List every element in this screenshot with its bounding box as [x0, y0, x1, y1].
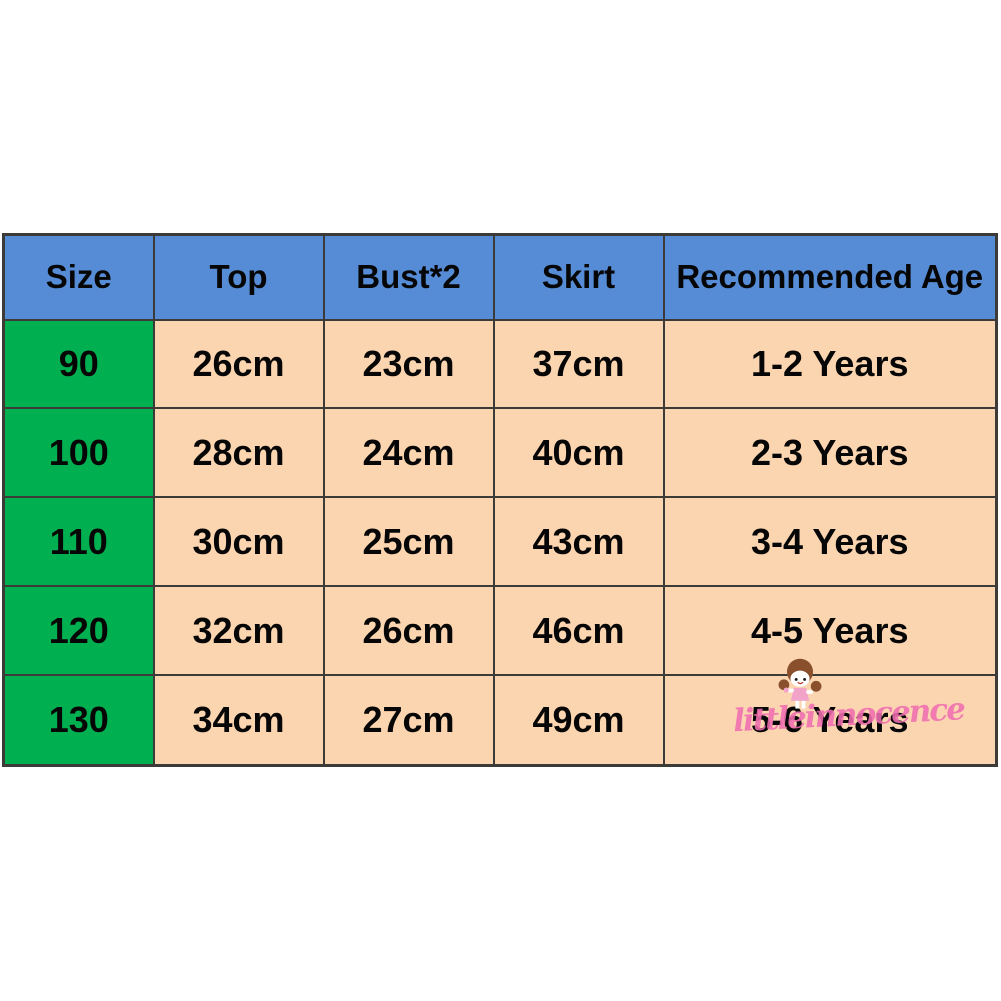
- top-value: 34cm: [152, 674, 325, 767]
- bust-value: 25cm: [322, 496, 495, 588]
- header-bust: Bust*2: [322, 233, 495, 321]
- size-value: 130: [2, 674, 155, 767]
- header-recommended-age: Recommended Age: [662, 233, 998, 321]
- size-value: 100: [2, 407, 155, 499]
- top-value: 32cm: [152, 585, 325, 677]
- skirt-value: 49cm: [492, 674, 665, 767]
- size-value: 120: [2, 585, 155, 677]
- skirt-value: 46cm: [492, 585, 665, 677]
- age-value: 4-5 Years: [662, 585, 998, 677]
- table-row: 120 32cm 26cm 46cm 4-5 Years: [2, 585, 998, 677]
- top-value: 30cm: [152, 496, 325, 588]
- table-row: 110 30cm 25cm 43cm 3-4 Years: [2, 496, 998, 588]
- bust-value: 27cm: [322, 674, 495, 767]
- size-value: 110: [2, 496, 155, 588]
- bust-value: 26cm: [322, 585, 495, 677]
- skirt-value: 37cm: [492, 318, 665, 410]
- top-value: 26cm: [152, 318, 325, 410]
- table-row: 130 34cm 27cm 49cm 5-6 Years: [2, 674, 998, 767]
- age-value: 2-3 Years: [662, 407, 998, 499]
- skirt-value: 40cm: [492, 407, 665, 499]
- bust-value: 24cm: [322, 407, 495, 499]
- size-value: 90: [2, 318, 155, 410]
- skirt-value: 43cm: [492, 496, 665, 588]
- age-value: 1-2 Years: [662, 318, 998, 410]
- top-value: 28cm: [152, 407, 325, 499]
- header-row: Size Top Bust*2 Skirt Recommended Age: [2, 233, 998, 321]
- header-top: Top: [152, 233, 325, 321]
- bust-value: 23cm: [322, 318, 495, 410]
- header-size: Size: [2, 233, 155, 321]
- age-value: 5-6 Years: [662, 674, 998, 767]
- size-chart-table: Size Top Bust*2 Skirt Recommended Age 90…: [2, 233, 998, 767]
- table-row: 90 26cm 23cm 37cm 1-2 Years: [2, 318, 998, 410]
- table-row: 100 28cm 24cm 40cm 2-3 Years: [2, 407, 998, 499]
- age-value: 3-4 Years: [662, 496, 998, 588]
- header-skirt: Skirt: [492, 233, 665, 321]
